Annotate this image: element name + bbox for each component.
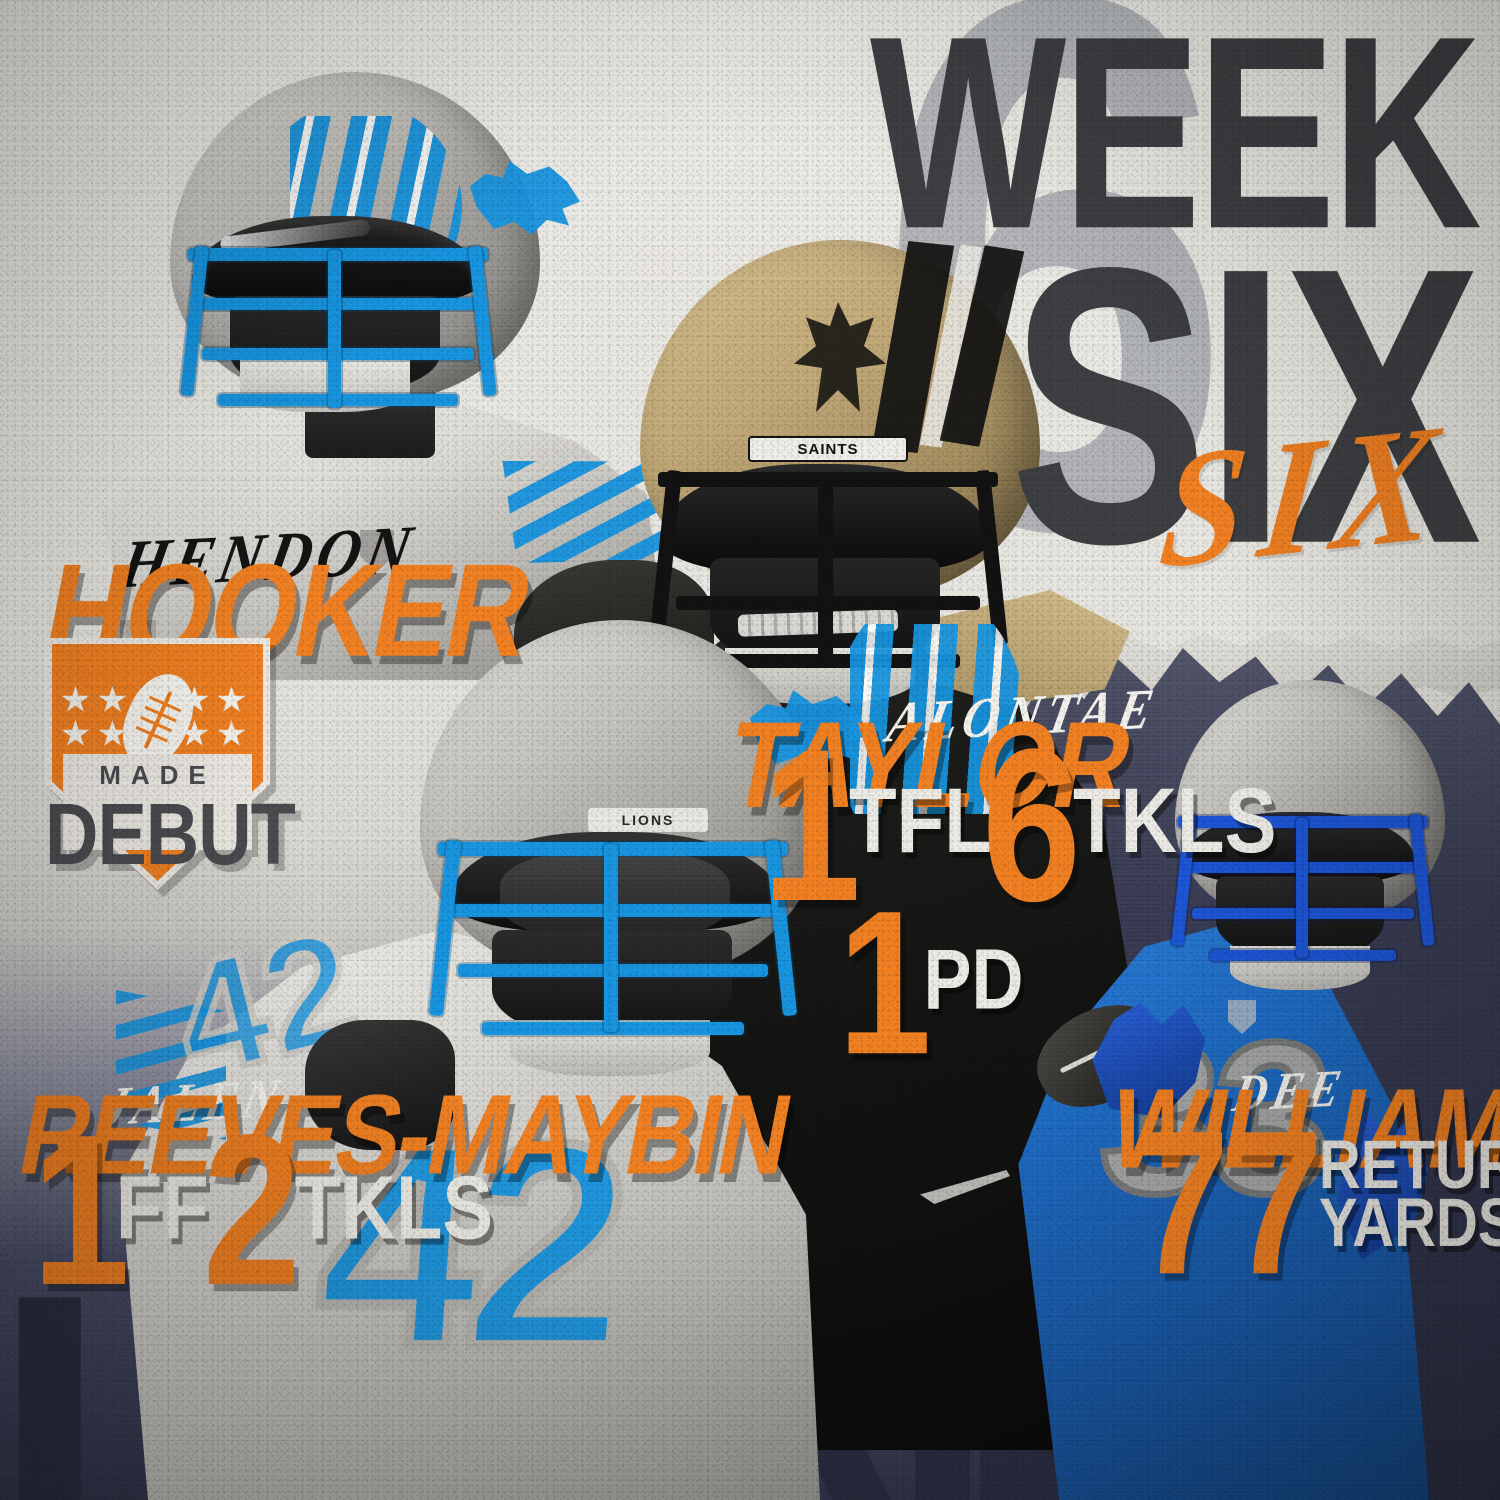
stat-label: TKLS [294, 1158, 494, 1259]
player-cutout-reeves-maybin: 42 42 LIONS [116, 620, 1027, 1500]
nfl-shield-badge: MADE DEBUT [45, 638, 296, 890]
badge-line-debut: DEBUT [45, 785, 296, 884]
stars-left [61, 686, 135, 748]
title-line-week: WEEK [870, 0, 1482, 287]
stat-value: 1 [32, 1091, 130, 1331]
title-script-overlay: SIX [1153, 388, 1461, 604]
stat-taylor-pd: 1 PD [838, 880, 1024, 1085]
facemask [428, 834, 798, 1064]
badge-line-made: MADE [99, 760, 216, 790]
stat-label: FF [115, 1158, 209, 1259]
stat-row-dee-williams: 77 RETURN YARDS [1136, 1100, 1500, 1305]
stat-label: TKLS [1072, 767, 1277, 872]
helmet-bumper-label: LIONS [588, 808, 708, 832]
player-cutout-dee-williams: 33 [980, 680, 1460, 1500]
player-cutout-hooker [80, 30, 680, 680]
facemask [180, 236, 497, 416]
lions-logo-icon [470, 161, 580, 235]
stat-taylor-tfl: 1 TFL [762, 717, 992, 934]
facemask [1171, 810, 1435, 980]
stat-row-reeves-maybin: 1 FF 2 TKLS [32, 1103, 494, 1318]
stat-value: 2 [202, 1091, 301, 1331]
stat-row-taylor-1: 1 TFL 6 TKLS [762, 717, 1277, 934]
stat-value: 1 [838, 867, 932, 1098]
page-title: WEEK SIX [870, 0, 1482, 604]
helmet-bumper-label: SAINTS [748, 436, 908, 462]
stat-value: 6 [981, 703, 1081, 947]
stat-jrm-tkls: 2 TKLS [203, 1103, 494, 1318]
stat-row-taylor-2: 1 PD [838, 880, 1024, 1085]
stars-right [180, 686, 254, 748]
stat-taylor-tkls: 6 TKLS [982, 717, 1277, 934]
stat-label: TFL [849, 767, 992, 872]
stat-label: RETURN YARDS [1318, 1127, 1500, 1263]
stat-value: 1 [762, 703, 861, 947]
stat-value: 77 [1136, 1087, 1323, 1318]
title-line-six: SIX [1009, 187, 1482, 627]
stat-label: PD [923, 933, 1024, 1028]
stat-dee-return-yards: 77 RETURN YARDS [1136, 1100, 1500, 1305]
stat-jrm-ff: 1 FF [32, 1103, 209, 1318]
